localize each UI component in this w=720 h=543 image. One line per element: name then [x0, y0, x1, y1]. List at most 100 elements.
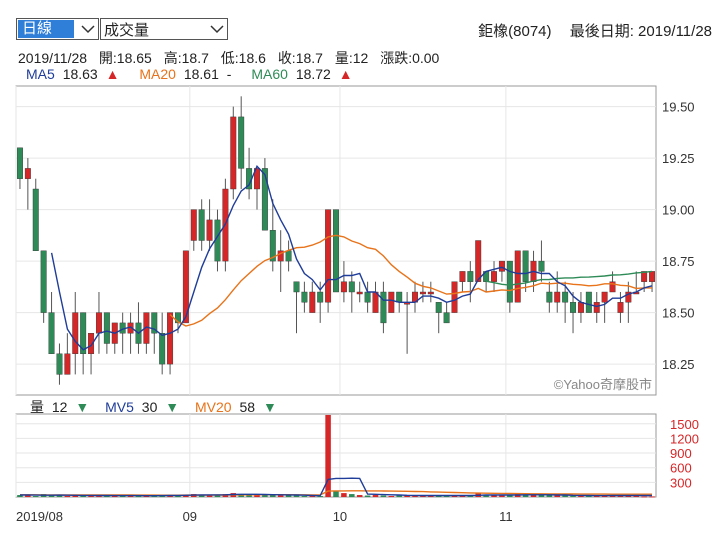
candle-body: [356, 291, 363, 295]
quote-close: 收:18.7: [277, 50, 323, 66]
volume-bar: [175, 495, 181, 497]
volume-bar: [451, 495, 458, 497]
candle-body: [325, 209, 332, 303]
candle-body: [40, 250, 47, 313]
candle-body: [435, 302, 442, 313]
ma5-label: MA5: [26, 66, 55, 82]
candle-body: [609, 281, 616, 293]
volume-bar: [617, 495, 624, 497]
quote-change: 漲跌:0.00: [380, 50, 440, 66]
candle-body: [293, 281, 300, 293]
price-tick-label: 19.50: [662, 100, 695, 115]
volume-tick-label: 600: [670, 461, 692, 476]
mv5-label: MV5: [105, 399, 134, 415]
volume-bar: [301, 496, 308, 498]
candle-body: [443, 312, 450, 324]
candle-body: [64, 353, 71, 375]
candle-body: [340, 281, 347, 293]
candle-body: [56, 353, 63, 375]
candle-body: [277, 250, 284, 262]
candle-body: [317, 291, 324, 303]
ma60-value: 18.72: [295, 66, 331, 82]
candle-body: [451, 281, 458, 313]
volume-bar: [396, 495, 402, 497]
ma5-line: [50, 165, 653, 351]
candle-body: [48, 312, 55, 355]
candle-body: [491, 271, 497, 282]
volume-bar: [317, 496, 323, 498]
volume-tick-label: 900: [670, 446, 692, 461]
ma20-label: MA20: [139, 66, 176, 82]
candle-body: [254, 168, 260, 190]
volume-bar: [538, 494, 545, 497]
candle-body: [380, 291, 387, 324]
candle-body: [309, 291, 316, 313]
volume-bar: [88, 495, 94, 497]
candle-body: [175, 312, 181, 324]
quote-date: 2019/11/28: [18, 50, 88, 66]
volume-bar: [112, 496, 118, 498]
candle-body: [562, 291, 569, 303]
volume-bar: [64, 496, 71, 498]
volume-bar: [522, 495, 529, 497]
volume-bar: [270, 495, 276, 497]
volume-bar: [467, 496, 474, 498]
candle-body: [427, 291, 434, 295]
candle-body: [396, 291, 403, 303]
mv5-value: 30: [141, 399, 158, 415]
candle-body: [364, 291, 371, 303]
candle-body: [498, 260, 505, 272]
candle-body: [190, 209, 197, 241]
volume-bar: [80, 495, 86, 497]
volume-legend: 量 12 ▼ MV5 30 ▼ MV20 58 ▼: [30, 397, 281, 417]
volume-bar: [254, 494, 260, 497]
chevron-down-icon[interactable]: [78, 19, 98, 39]
vol-arrow: ▼: [75, 399, 90, 415]
period-select-value: 日線: [18, 20, 74, 38]
candle-body: [577, 302, 584, 313]
period-select[interactable]: 日線: [16, 18, 99, 40]
volume-bar: [285, 495, 292, 497]
candle-body: [151, 312, 158, 334]
volume-bar: [586, 495, 592, 497]
candle-body: [419, 291, 426, 295]
volume-bar: [554, 495, 560, 497]
volume-bar: [546, 495, 553, 497]
volume-bar: [428, 495, 434, 497]
volume-bar: [48, 495, 55, 497]
vol-label: 量: [30, 399, 44, 415]
volume-bar: [641, 496, 647, 498]
candle-body: [103, 312, 110, 344]
quote-line: 2019/11/28 開:18.65 高:18.7 低:18.6 收:18.7 …: [18, 48, 447, 68]
volume-bar: [459, 495, 466, 497]
ma-legend: MA5 18.63 ▲ MA20 18.61 - MA60 18.72 ▲: [26, 66, 357, 82]
ma5-value: 18.63: [62, 66, 98, 82]
candle-body: [159, 333, 166, 365]
price-tick-label: 19.25: [662, 151, 695, 166]
indicator-select[interactable]: 成交量: [100, 18, 228, 40]
candle-body: [88, 333, 95, 355]
ma60-label: MA60: [251, 66, 288, 82]
price-tick-label: 18.25: [662, 357, 695, 372]
candle-body: [198, 209, 205, 241]
chevron-down-icon[interactable]: [207, 19, 227, 39]
volume-bar: [17, 495, 23, 497]
mv20-label: MV20: [195, 399, 232, 415]
candle-body: [32, 188, 39, 251]
candle-body: [585, 291, 592, 313]
quote-high: 高:18.7: [163, 50, 209, 66]
vol-value: 12: [51, 399, 68, 415]
candle-body: [546, 291, 553, 303]
volume-bar: [491, 495, 497, 497]
candle-body: [167, 312, 174, 365]
candle-body: [538, 260, 545, 272]
last-date: 最後日期: 2019/11/28: [569, 23, 712, 40]
volume-bar: [578, 495, 584, 497]
candle-body: [570, 302, 577, 313]
quote-volume: 量:12: [334, 50, 369, 66]
volume-bar: [309, 496, 316, 498]
ma20-line: [169, 234, 652, 327]
x-tick-label: 09: [183, 509, 197, 524]
candle-body: [601, 291, 608, 303]
